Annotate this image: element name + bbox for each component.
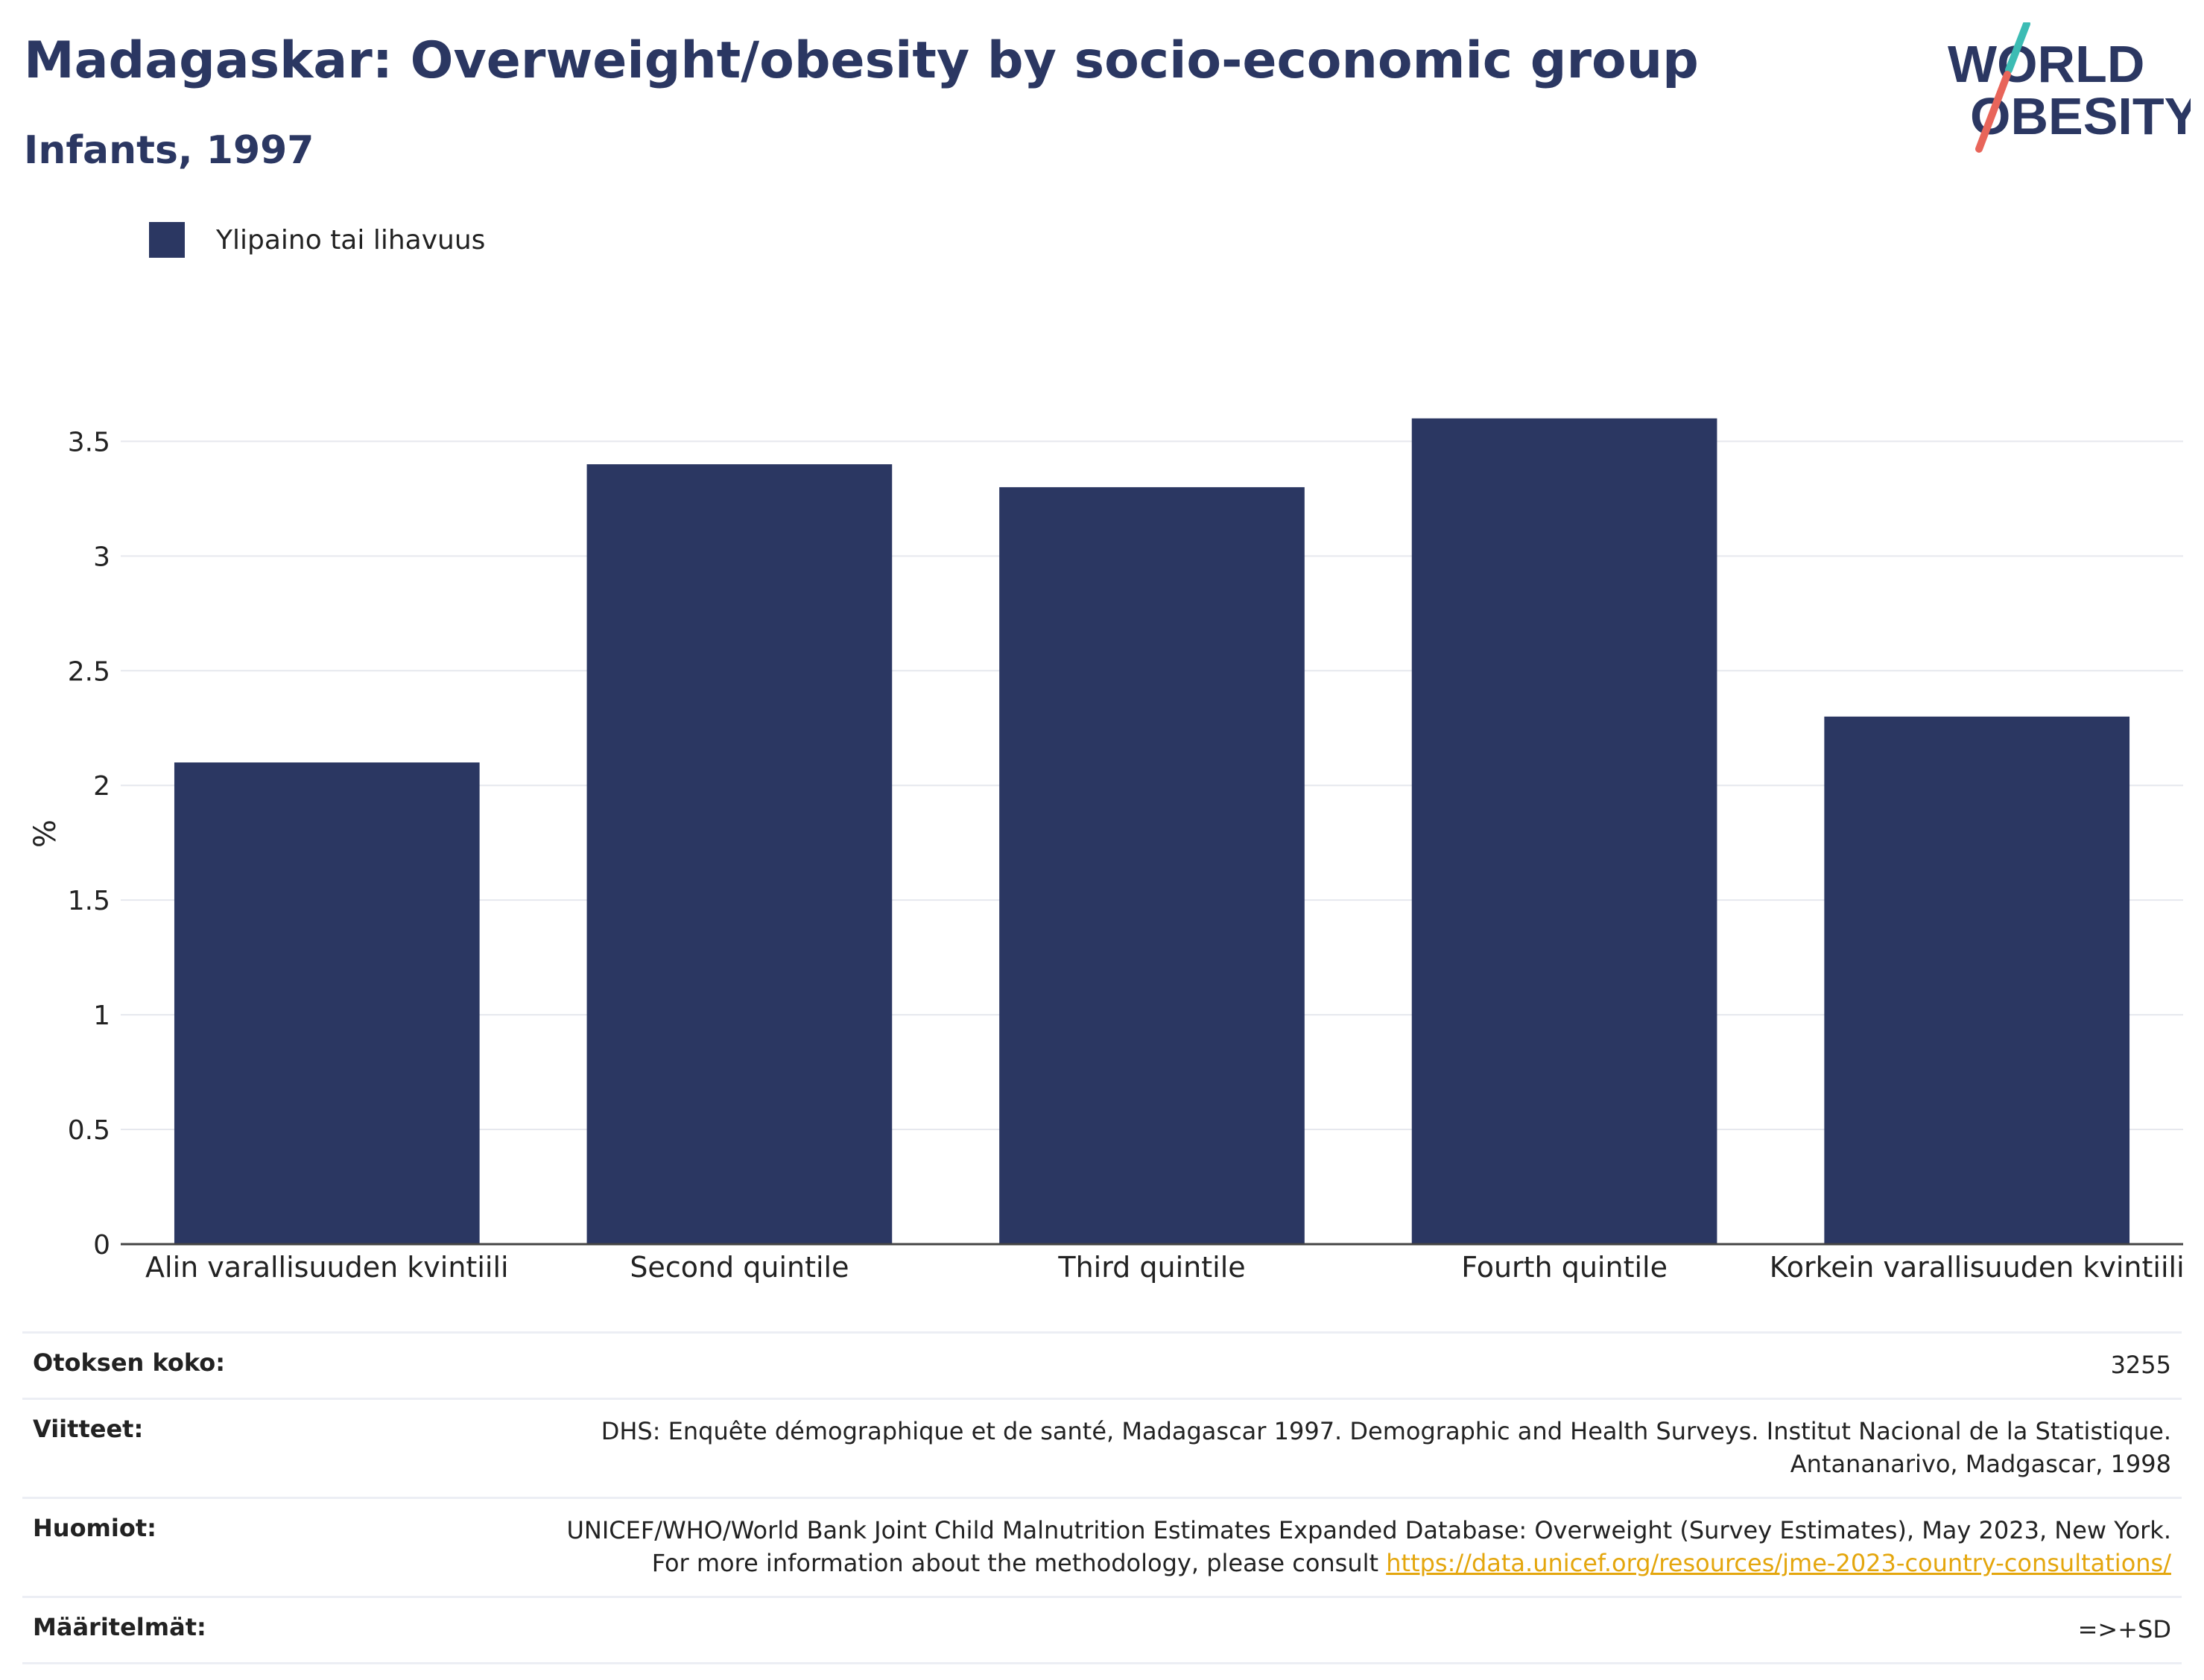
bar <box>1824 716 2130 1244</box>
sample-size-label: Otoksen koko: <box>33 1348 226 1377</box>
bar <box>999 486 1305 1244</box>
legend-swatch <box>149 222 185 258</box>
notes-value-wrap: UNICEF/WHO/World Bank Joint Child Malnut… <box>532 1514 2172 1579</box>
legend-label: Ylipaino tai lihavuus <box>216 224 486 256</box>
y-tick-label: 1 <box>93 1001 110 1031</box>
chart-legend: Ylipaino tai lihavuus <box>149 222 485 258</box>
info-table: Otoksen koko: 3255 Viitteet: DHS: Enquêt… <box>22 1331 2182 1664</box>
x-tick-label: Korkein varallisuuden kvintiili <box>1770 1251 2185 1284</box>
chart-title: Madagaskar: Overweight/obesity by socio-… <box>24 31 1699 90</box>
notes-label: Huomiot: <box>33 1514 156 1542</box>
y-tick-label: 3 <box>93 542 110 572</box>
x-tick-label: Second quintile <box>630 1251 849 1284</box>
definitions-label: Määritelmät: <box>33 1613 206 1641</box>
references-label: Viitteet: <box>33 1415 144 1443</box>
bar <box>1411 418 1717 1245</box>
chart-subtitle: Infants, 1997 <box>24 128 314 173</box>
references-row: Viitteet: DHS: Enquête démographique et … <box>22 1398 2182 1497</box>
world-obesity-logo: WORLD OBESITY <box>1948 22 2191 153</box>
logo-slash-bottom <box>1975 71 2011 153</box>
y-tick-label: 1.5 <box>68 886 110 916</box>
y-axis-title-wrap: % <box>27 812 64 849</box>
y-tick-label: 0 <box>93 1230 110 1261</box>
y-tick-label: 3.5 <box>68 427 110 457</box>
notes-row: Huomiot: UNICEF/WHO/World Bank Joint Chi… <box>22 1497 2182 1596</box>
methodology-link[interactable]: https://data.unicef.org/resources/jme-20… <box>1386 1549 2171 1577</box>
definitions-value: =>+SD <box>2077 1615 2171 1643</box>
logo-line-1: WORLD <box>1948 35 2144 93</box>
y-tick-label: 2.5 <box>68 656 110 687</box>
y-tick-label: 2 <box>93 771 110 802</box>
references-value: DHS: Enquête démographique et de santé, … <box>601 1417 2171 1478</box>
bar <box>174 762 480 1244</box>
sample-size-row: Otoksen koko: 3255 <box>22 1331 2182 1398</box>
x-tick-label: Third quintile <box>1057 1251 1245 1284</box>
y-tick-label: 0.5 <box>68 1115 110 1146</box>
y-axis-title: % <box>28 819 63 848</box>
logo-slash-top <box>2005 22 2030 74</box>
x-tick-label: Fourth quintile <box>1461 1251 1668 1284</box>
x-tick-label: Alin varallisuuden kvintiili <box>145 1251 509 1284</box>
sample-size-value: 3255 <box>2110 1351 2171 1379</box>
notes-value: UNICEF/WHO/World Bank Joint Child Malnut… <box>566 1516 2172 1577</box>
logo-line-2: OBESITY <box>1970 87 2191 145</box>
definitions-row: Määritelmät: =>+SD <box>22 1596 2182 1664</box>
bar <box>586 464 893 1244</box>
bar-chart: 0 0.5 1 1.5 2 2.5 3 3.5 Alin varallisuuden kvint… <box>68 418 2185 1284</box>
